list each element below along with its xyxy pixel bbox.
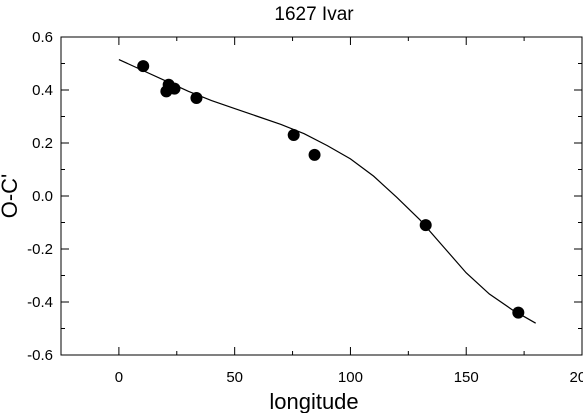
y-tick-label: 0.2 (32, 135, 53, 152)
tick-labels: 0 50 100 150 200 0.6 0.4 0.2 0.0 -0.2 -0.4 -0.6 (27, 29, 583, 386)
data-point (168, 82, 181, 95)
x-tick-label: 100 (338, 369, 363, 386)
data-point (287, 129, 300, 142)
chart-title: 1627 Ivar (274, 4, 354, 25)
y-tick-label: 0.4 (32, 82, 53, 99)
data-point (512, 306, 525, 319)
y-tick-label: -0.4 (27, 294, 53, 311)
y-tick-label: -0.6 (27, 347, 53, 364)
x-tick-label: 150 (454, 369, 479, 386)
y-tick-label: 0.6 (32, 29, 53, 46)
x-tick-label: 50 (226, 369, 243, 386)
data-point (419, 219, 432, 232)
x-tick-label: 0 (115, 369, 123, 386)
fit-curve-layer (118, 58, 536, 324)
data-point (137, 60, 150, 73)
data-point (308, 148, 321, 161)
y-tick-label: 0.0 (32, 188, 53, 205)
data-point (190, 91, 203, 104)
y-axis-title: O-C' (0, 174, 22, 219)
fit-curve (118, 58, 536, 324)
data-points-layer (137, 60, 525, 319)
x-tick-label: 200 (569, 369, 583, 386)
plot-frame (60, 36, 583, 356)
y-tick-label: -0.2 (27, 241, 53, 258)
tick-marks (60, 36, 583, 356)
x-axis-title: longitude (269, 389, 358, 413)
